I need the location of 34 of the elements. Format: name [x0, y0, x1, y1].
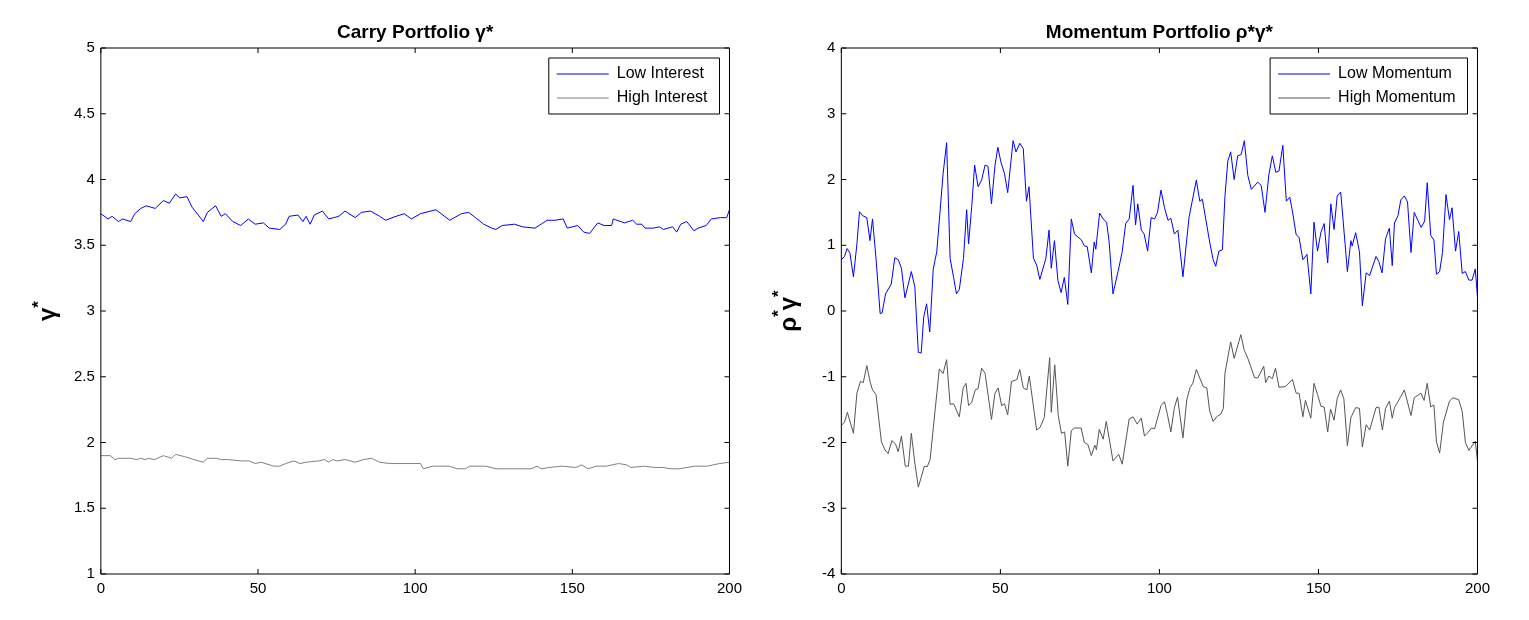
chart-title: Carry Portfolio γ*	[337, 20, 494, 42]
y-tick-label: -4	[821, 564, 836, 582]
chart-title: Momentum Portfolio ρ*γ*	[1045, 20, 1274, 42]
legend-label: Low Momentum	[1338, 64, 1452, 82]
y-tick-label: 2.5	[73, 366, 95, 384]
y-tick-label: 0	[826, 301, 836, 319]
y-tick-label: 1	[826, 235, 836, 253]
x-tick-label: 200	[716, 579, 742, 597]
y-tick-label: -1	[821, 366, 836, 384]
y-tick-label: 2	[826, 169, 836, 187]
y-axis-title: ρ*γ*	[769, 289, 801, 332]
x-tick-label: 150	[1305, 579, 1331, 597]
y-tick-label: 3.5	[73, 235, 95, 253]
y-axis-title: γ*	[28, 300, 61, 321]
legend-label: High Interest	[616, 88, 709, 106]
y-tick-label: -3	[821, 498, 836, 516]
x-tick-label: 100	[402, 579, 428, 597]
y-tick-label: 3	[86, 301, 95, 319]
y-tick-label: 1	[86, 564, 95, 582]
x-tick-label: 100	[1146, 579, 1172, 597]
x-tick-label: 150	[559, 579, 585, 597]
x-tick-label: 50	[249, 579, 267, 597]
y-tick-label: 4	[826, 38, 836, 56]
y-tick-label: 4	[86, 169, 95, 187]
x-tick-label: 50	[992, 579, 1009, 597]
y-tick-label: -2	[821, 432, 836, 450]
y-tick-label: 2	[86, 432, 95, 450]
legend-label: High Momentum	[1338, 88, 1456, 106]
y-tick-label: 5	[86, 38, 95, 56]
y-tick-label: 1.5	[73, 498, 95, 516]
x-tick-label: 200	[1464, 579, 1490, 597]
y-tick-label: 4.5	[73, 103, 95, 121]
y-tick-label: 3	[826, 103, 836, 121]
legend-label: Low Interest	[616, 64, 705, 82]
